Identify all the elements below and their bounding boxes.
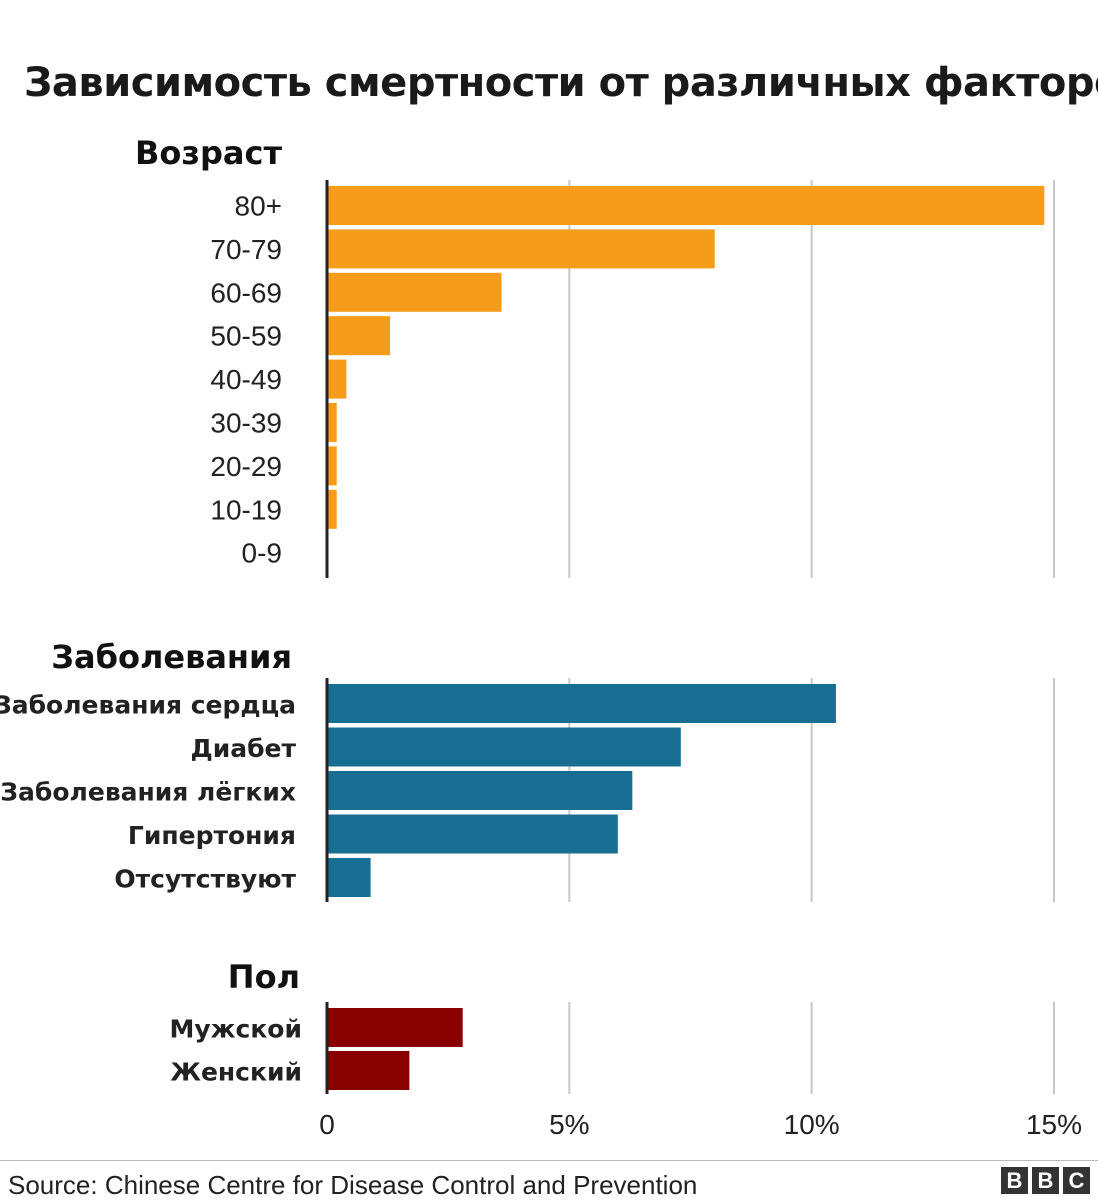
bar-0-1 — [327, 229, 715, 269]
group-title-2: Пол — [228, 958, 300, 996]
category-label-2-0: Мужской — [169, 1015, 302, 1044]
footer: Source: Chinese Centre for Disease Contr… — [0, 1160, 1098, 1201]
logo-letter-b1: B — [1001, 1167, 1028, 1194]
tick-label-1: 5% — [549, 1109, 589, 1140]
category-label-1-3: Гипертония — [128, 821, 296, 850]
bar-chart: Возраст 80+ 70-79 60-69 50-59 40-49 30-39 20-29… — [0, 134, 1082, 1140]
bar-0-4 — [327, 359, 347, 399]
category-label-0-4: 40-49 — [210, 364, 282, 395]
category-label-1-1: Диабет — [190, 734, 296, 763]
category-label-0-1: 70-79 — [210, 234, 282, 265]
bar-0-5 — [327, 403, 337, 442]
category-label-0-3: 50-59 — [210, 321, 282, 352]
logo-letter-c: C — [1063, 1167, 1090, 1194]
tick-label-3: 15% — [1026, 1109, 1082, 1140]
bbc-logo: B B C — [1001, 1167, 1090, 1194]
logo-letter-b2: B — [1032, 1167, 1059, 1194]
bar-1-2 — [327, 771, 633, 810]
bar-2-1 — [327, 1051, 410, 1090]
chart-title: Зависимость смертности от различных факт… — [24, 60, 1098, 106]
category-label-1-2: Заболевания лёгких — [0, 778, 296, 807]
tick-label-2: 10% — [784, 1109, 840, 1140]
bar-1-4 — [327, 858, 371, 897]
category-label-1-0: Заболевания сердца — [0, 691, 296, 720]
bar-0-2 — [327, 272, 502, 312]
bar-1-3 — [327, 814, 618, 854]
category-label-0-7: 10-19 — [210, 494, 282, 525]
bar-0-7 — [327, 489, 337, 529]
category-label-1-4: Отсутствуют — [114, 865, 296, 894]
tick-label-0: 0 — [319, 1109, 335, 1140]
category-label-2-1: Женский — [170, 1058, 302, 1087]
bar-0-6 — [327, 446, 337, 486]
category-label-0-5: 30-39 — [210, 408, 282, 439]
bar-0-3 — [327, 316, 391, 356]
bar-1-0 — [327, 684, 836, 723]
bar-2-0 — [327, 1008, 463, 1047]
category-label-0-2: 60-69 — [210, 277, 282, 308]
category-label-0-0: 80+ — [235, 191, 283, 222]
bar-1-1 — [327, 727, 681, 767]
category-label-0-8: 0-9 — [242, 538, 282, 569]
category-label-0-6: 20-29 — [210, 451, 282, 482]
bar-0-0 — [327, 186, 1045, 225]
group-title-0: Возраст — [135, 134, 282, 172]
group-title-1: Заболевания — [51, 638, 292, 676]
source-note: Source: Chinese Centre for Disease Contr… — [8, 1170, 698, 1200]
